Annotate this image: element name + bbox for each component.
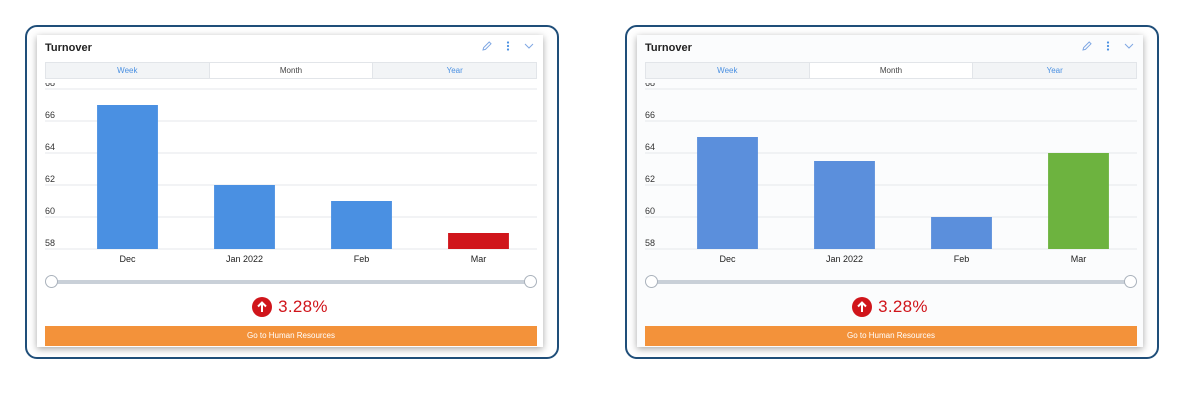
widget-frame-2: Turnover Week Month Year 68 66 64 62 60 58 Dec… <box>625 25 1159 359</box>
y-tick-label: 58 <box>45 238 55 248</box>
tab-week[interactable]: Week <box>717 66 738 75</box>
x-tick-label: Feb <box>954 254 970 264</box>
turnover-bar-chart: 68 66 64 62 60 58 Dec Jan 2022 Feb Mar <box>645 83 1137 264</box>
bar-mar <box>1048 153 1109 249</box>
bar-dec <box>97 105 158 249</box>
y-tick-label: 58 <box>645 238 655 248</box>
range-slider[interactable] <box>645 275 1137 291</box>
bar-feb <box>331 201 392 249</box>
kpi-change: 3.28% <box>637 297 1143 317</box>
turnover-widget-1: Turnover Week Month Year 68 66 64 62 60 58 Dec… <box>37 35 543 347</box>
x-tick-label: Feb <box>354 254 370 264</box>
y-tick-label: 60 <box>645 206 655 216</box>
y-tick-label: 64 <box>645 142 655 152</box>
bar-mar <box>448 233 509 249</box>
x-tick-label: Dec <box>719 254 736 264</box>
x-tick-label: Jan 2022 <box>826 254 863 264</box>
go-to-hr-button[interactable]: Go to Human Resources <box>45 326 537 346</box>
range-slider[interactable] <box>45 275 537 291</box>
turnover-bar-chart: 68 66 64 62 60 58 Dec Jan 2022 Feb Mar <box>45 83 537 264</box>
tab-week[interactable]: Week <box>117 66 138 75</box>
slider-track <box>651 280 1131 284</box>
x-tick-label: Dec <box>119 254 136 264</box>
kpi-value: 3.28% <box>878 297 928 316</box>
widget-title: Turnover <box>45 42 92 54</box>
chevron-down-icon[interactable] <box>523 40 535 52</box>
widget-header-actions <box>1081 40 1135 52</box>
slider-start-handle[interactable] <box>45 275 58 288</box>
kpi-change: 3.28% <box>37 297 543 317</box>
y-tick-label: 62 <box>645 174 655 184</box>
y-tick-label: 62 <box>45 174 55 184</box>
more-vertical-icon[interactable] <box>1102 40 1114 52</box>
slider-start-handle[interactable] <box>645 275 658 288</box>
x-tick-label: Mar <box>471 254 487 264</box>
tab-year[interactable]: Year <box>446 66 463 75</box>
y-tick-label: 68 <box>645 83 655 88</box>
y-tick-label: 64 <box>45 142 55 152</box>
go-to-hr-button[interactable]: Go to Human Resources <box>645 326 1137 346</box>
x-tick-label: Mar <box>1071 254 1087 264</box>
y-tick-label: 66 <box>45 110 55 120</box>
bar-jan-2022 <box>814 161 875 249</box>
tab-month[interactable]: Month <box>208 62 374 79</box>
kpi-value: 3.28% <box>278 297 328 316</box>
period-tabs: Week Month Year <box>45 62 537 79</box>
bar-jan-2022 <box>214 185 275 249</box>
edit-icon[interactable] <box>481 40 493 52</box>
widget-title: Turnover <box>645 42 692 54</box>
arrow-up-icon <box>252 297 273 317</box>
slider-end-handle[interactable] <box>1124 275 1137 288</box>
turnover-widget-2: Turnover Week Month Year 68 66 64 62 60 58 Dec… <box>637 35 1143 347</box>
widget-header-actions <box>481 40 535 52</box>
y-tick-label: 60 <box>45 206 55 216</box>
y-tick-label: 66 <box>645 110 655 120</box>
arrow-up-icon <box>852 297 873 317</box>
chevron-down-icon[interactable] <box>1123 40 1135 52</box>
y-tick-label: 68 <box>45 83 55 88</box>
widget-frame-1: Turnover Week Month Year 68 66 64 62 60 58 Dec… <box>25 25 559 359</box>
slider-track <box>51 280 531 284</box>
tab-year[interactable]: Year <box>1046 66 1063 75</box>
period-tabs: Week Month Year <box>645 62 1137 79</box>
slider-end-handle[interactable] <box>524 275 537 288</box>
x-tick-label: Jan 2022 <box>226 254 263 264</box>
tab-month[interactable]: Month <box>808 62 974 79</box>
more-vertical-icon[interactable] <box>502 40 514 52</box>
bar-dec <box>697 137 758 249</box>
edit-icon[interactable] <box>1081 40 1093 52</box>
bar-feb <box>931 217 992 249</box>
